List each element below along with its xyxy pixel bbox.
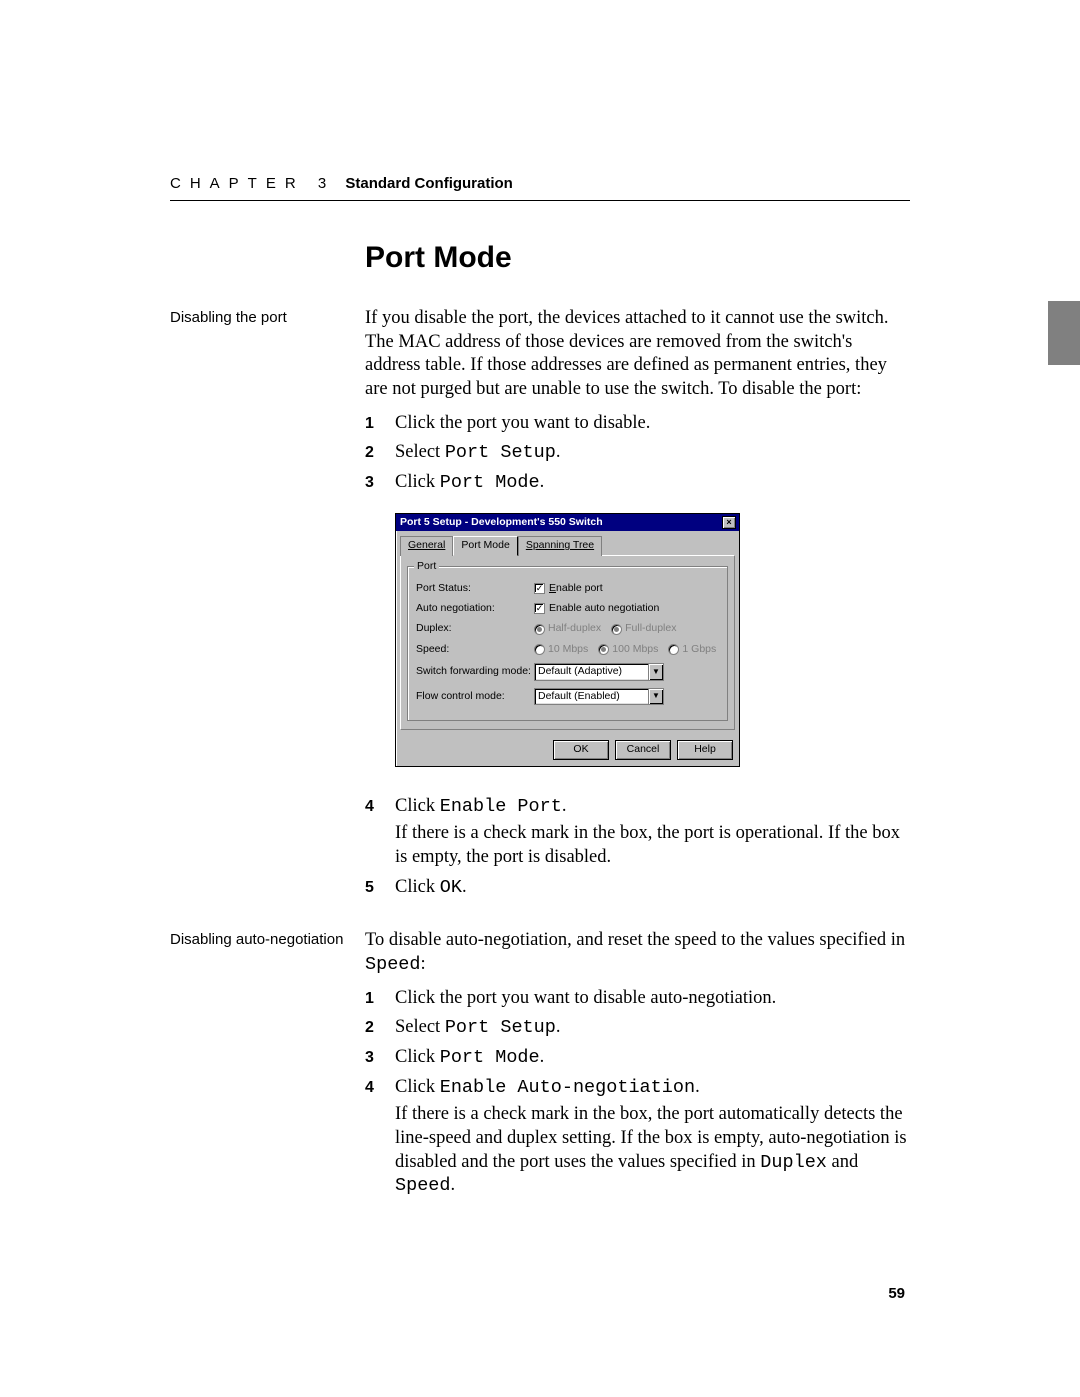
help-button[interactable]: Help — [677, 740, 733, 759]
margin-note: Disabling auto-negotiation — [170, 929, 365, 1210]
chevron-down-icon: ▼ — [648, 664, 663, 679]
step-text: Click the port you want to disable. — [395, 412, 910, 436]
dialog-panel: Port Port Status: ✓ Enable port Auto neg… — [400, 555, 735, 731]
step-text: Click Enable Port. If there is a check m… — [395, 795, 910, 870]
step-number: 3 — [365, 471, 395, 495]
step-subtext: If there is a check mark in the box, the… — [395, 1103, 910, 1198]
document-page: CHAPTER 3 Standard Configuration Port Mo… — [0, 0, 1080, 1276]
port-status-label: Port Status: — [416, 582, 534, 595]
section-disabling-auto-negotiation: Disabling auto-negotiation To disable au… — [170, 929, 910, 1210]
step-number: 1 — [365, 412, 395, 436]
cancel-button[interactable]: Cancel — [615, 740, 671, 759]
duplex-label: Duplex: — [416, 622, 534, 635]
section-heading: Port Mode — [365, 241, 910, 275]
duplex-radio-group: Half-duplex Full-duplex — [534, 622, 676, 635]
close-icon[interactable]: × — [722, 516, 736, 529]
intro-paragraph: To disable auto-negotiation, and reset t… — [365, 929, 910, 976]
auto-negotiation-label: Auto negotiation: — [416, 602, 534, 615]
forwarding-mode-label: Switch forwarding mode: — [416, 665, 534, 678]
forwarding-mode-select[interactable]: Default (Adaptive) ▼ — [534, 663, 664, 680]
step-text: Click Port Mode. — [395, 471, 910, 495]
dialog-button-row: OK Cancel Help — [396, 734, 739, 765]
section-disabling-port: Disabling the port If you disable the po… — [170, 307, 910, 911]
step-text: Click the port you want to disable auto-… — [395, 987, 910, 1011]
step-list-1b: 4 Click Enable Port. If there is a check… — [365, 795, 910, 900]
intro-paragraph: If you disable the port, the devices att… — [365, 307, 910, 402]
running-header: CHAPTER 3 Standard Configuration — [170, 175, 910, 201]
step-number: 3 — [365, 1046, 395, 1070]
dialog-title: Port 5 Setup - Development's 550 Switch — [400, 516, 603, 529]
step-text: Click Port Mode. — [395, 1046, 910, 1070]
step-item: 4 Click Enable Auto-negotiation. If ther… — [365, 1076, 910, 1198]
step-number: 2 — [365, 441, 395, 465]
enable-auto-negotiation-checkbox[interactable]: ✓ Enable auto negotiation — [534, 602, 659, 615]
step-item: 1 Click the port you want to disable. — [365, 412, 910, 436]
speed-100-radio[interactable]: 100 Mbps — [598, 643, 658, 656]
tab-port-mode[interactable]: Port Mode — [453, 536, 517, 555]
dialog-titlebar: Port 5 Setup - Development's 550 Switch … — [396, 514, 739, 531]
dialog-screenshot: Port 5 Setup - Development's 550 Switch … — [395, 513, 910, 767]
duplex-half-radio[interactable]: Half-duplex — [534, 622, 601, 635]
speed-1g-radio[interactable]: 1 Gbps — [668, 643, 716, 656]
step-text: Click Enable Auto-negotiation. If there … — [395, 1076, 910, 1198]
step-number: 1 — [365, 987, 395, 1011]
checkbox-icon: ✓ — [534, 603, 545, 614]
enable-port-checkbox[interactable]: ✓ Enable port — [534, 582, 603, 595]
port-groupbox: Port Port Status: ✓ Enable port Auto neg… — [407, 566, 728, 722]
speed-10-radio[interactable]: 10 Mbps — [534, 643, 588, 656]
step-item: 1 Click the port you want to disable aut… — [365, 987, 910, 1011]
step-number: 5 — [365, 876, 395, 900]
tab-general[interactable]: General — [400, 536, 453, 555]
chapter-label: CHAPTER 3 — [170, 175, 335, 192]
dialog-tabs: General Port Mode Spanning Tree — [396, 531, 739, 554]
step-text: Select Port Setup. — [395, 1016, 910, 1040]
tab-spanning-tree[interactable]: Spanning Tree — [518, 536, 602, 555]
step-number: 4 — [365, 1076, 395, 1198]
speed-label: Speed: — [416, 643, 534, 656]
step-item: 2 Select Port Setup. — [365, 441, 910, 465]
page-number: 59 — [888, 1285, 905, 1302]
margin-note: Disabling the port — [170, 307, 365, 911]
duplex-full-radio[interactable]: Full-duplex — [611, 622, 676, 635]
port-setup-dialog: Port 5 Setup - Development's 550 Switch … — [395, 513, 740, 767]
step-list-1a: 1 Click the port you want to disable. 2 … — [365, 412, 910, 495]
step-text: Click OK. — [395, 876, 910, 900]
chapter-title: Standard Configuration — [345, 175, 513, 192]
step-item: 3 Click Port Mode. — [365, 471, 910, 495]
step-subtext: If there is a check mark in the box, the… — [395, 822, 910, 869]
flow-control-label: Flow control mode: — [416, 690, 534, 703]
step-text: Select Port Setup. — [395, 441, 910, 465]
groupbox-legend: Port — [414, 560, 439, 573]
step-number: 2 — [365, 1016, 395, 1040]
step-list-2: 1 Click the port you want to disable aut… — [365, 987, 910, 1198]
step-item: 3 Click Port Mode. — [365, 1046, 910, 1070]
speed-radio-group: 10 Mbps 100 Mbps 1 Gbps — [534, 643, 716, 656]
ok-button[interactable]: OK — [553, 740, 609, 759]
step-item: 4 Click Enable Port. If there is a check… — [365, 795, 910, 870]
step-item: 5 Click OK. — [365, 876, 910, 900]
step-item: 2 Select Port Setup. — [365, 1016, 910, 1040]
step-number: 4 — [365, 795, 395, 870]
checkbox-icon: ✓ — [534, 583, 545, 594]
flow-control-select[interactable]: Default (Enabled) ▼ — [534, 688, 664, 705]
chevron-down-icon: ▼ — [648, 689, 663, 704]
